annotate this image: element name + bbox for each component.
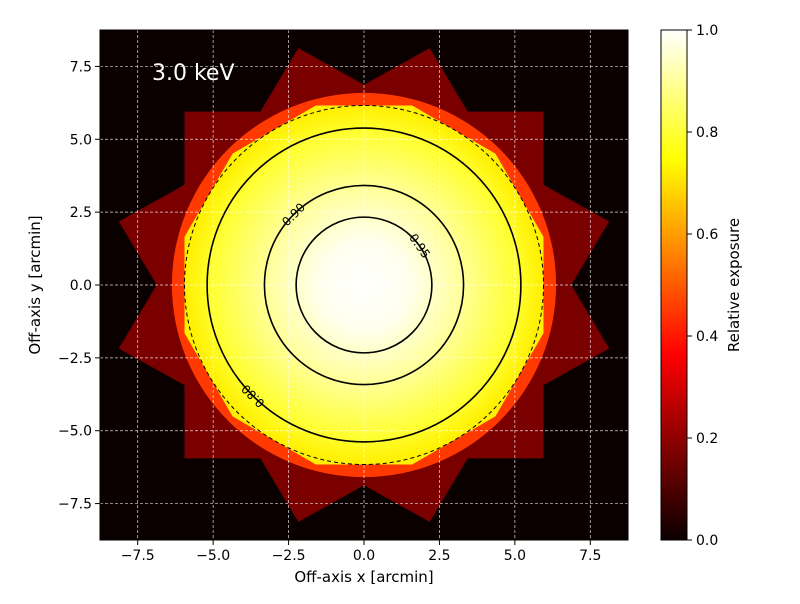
- y-tick-label: −2.5: [58, 351, 92, 367]
- x-tick-label: −2.5: [272, 548, 306, 564]
- x-tick-label: −5.0: [196, 548, 230, 564]
- plot-area: 0.800.900.95 3.0 keV: [99, 29, 629, 541]
- x-tick-label: 7.5: [579, 548, 601, 564]
- x-tick-label: 0.0: [353, 548, 375, 564]
- grid-lines: [100, 30, 628, 540]
- y-tick-label: −7.5: [58, 497, 92, 513]
- colorbar-tick-label: 0.4: [696, 329, 718, 345]
- colorbar-tick-label: 1.0: [696, 23, 718, 39]
- colorbar-gradient: [660, 29, 688, 541]
- y-tick-label: −5.0: [58, 424, 92, 440]
- contour-0.8: [206, 127, 522, 443]
- axes: −7.5 −5.0 −2.5 0.0 2.5 5.0 7.5 −7.5 −5.0 −2.5 0.0…: [26, 59, 601, 586]
- colorbar-tick-label: 0.0: [696, 533, 718, 549]
- x-tick-label: −7.5: [121, 548, 155, 564]
- colorbar-ticks: 0.0 0.2 0.4 0.6 0.8 1.0: [687, 23, 718, 549]
- dashed-circle: [183, 104, 545, 466]
- energy-annotation: 3.0 keV: [152, 61, 235, 86]
- colorbar-tick-label: 0.6: [696, 227, 718, 243]
- colorbar-label: Relative exposure: [725, 218, 743, 352]
- y-tick-label: 0.0: [70, 278, 92, 294]
- y-axis-label: Off-axis y [arcmin]: [26, 215, 44, 354]
- y-tick-label: 2.5: [70, 205, 92, 221]
- x-axis-ticks: −7.5 −5.0 −2.5 0.0 2.5 5.0 7.5: [121, 540, 601, 564]
- y-tick-label: 5.0: [70, 132, 92, 148]
- x-tick-label: 2.5: [428, 548, 450, 564]
- x-axis-label: Off-axis x [arcmin]: [294, 568, 433, 586]
- contour-0.95: [295, 216, 433, 354]
- contour-lines: 0.800.900.95: [183, 104, 545, 466]
- contour-0.9: [263, 184, 465, 386]
- y-tick-label: 7.5: [70, 59, 92, 75]
- y-axis-ticks: −7.5 −5.0 −2.5 0.0 2.5 5.0 7.5: [58, 59, 100, 513]
- colorbar-tick-label: 0.8: [696, 125, 718, 141]
- colorbar-tick-label: 0.2: [696, 431, 718, 447]
- colorbar: 0.0 0.2 0.4 0.6 0.8 1.0 Relative exposure: [660, 23, 743, 549]
- x-tick-label: 5.0: [504, 548, 526, 564]
